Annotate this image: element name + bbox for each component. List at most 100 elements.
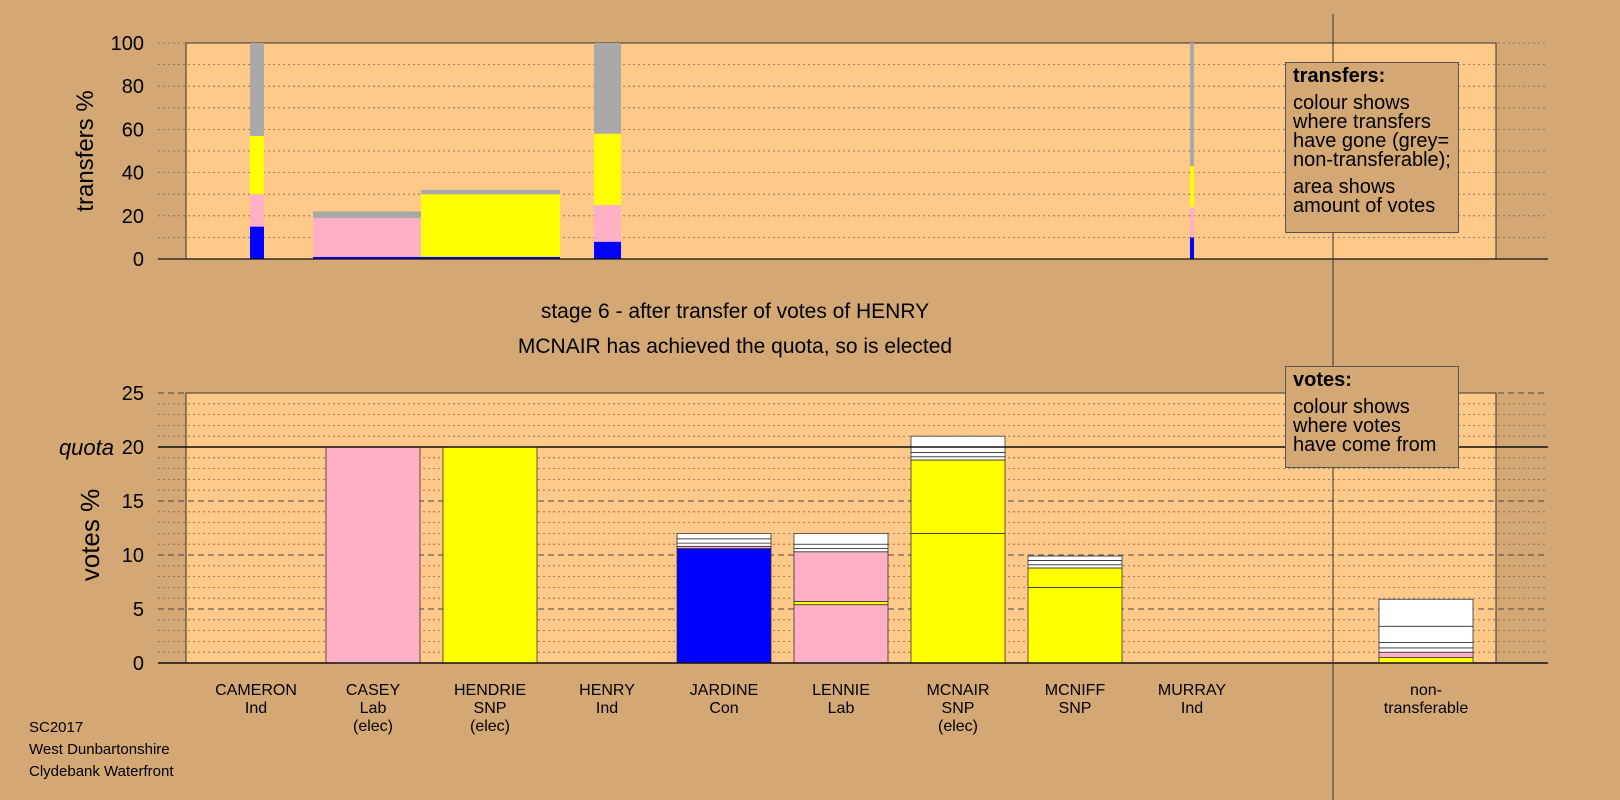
transfers-legend-line: area shows: [1293, 176, 1396, 198]
vote-segment: [793, 604, 889, 664]
y-tick-label: 5: [133, 599, 144, 621]
vote-segment: [1378, 598, 1474, 627]
transfers-axis-label: transfers %: [72, 90, 99, 211]
footer-ward: Clydebank Waterfront: [29, 763, 174, 780]
candidate-name: MURRAY: [1157, 682, 1227, 699]
vote-segment: [676, 533, 772, 540]
votes-legend-title: votes:: [1293, 369, 1352, 391]
vote-segment: [793, 601, 889, 606]
vote-segment: [1027, 587, 1123, 664]
vote-segment: [1027, 567, 1123, 588]
transfer-segment: [594, 43, 621, 134]
footer-council: West Dunbartonshire: [29, 741, 170, 758]
vote-segment: [910, 533, 1006, 664]
y-tick-label: 20: [122, 437, 144, 459]
candidate-label: HENRY Ind: [547, 682, 667, 718]
votes-legend-line: have come from: [1293, 434, 1437, 456]
candidate-label: JARDINE Con: [664, 682, 784, 718]
footer-election: SC2017: [29, 719, 84, 736]
candidate-name: LENNIE: [812, 682, 870, 699]
vote-segment: [442, 446, 538, 664]
transfers-legend-line: have gone (grey=: [1293, 130, 1450, 152]
candidate-name: MCNIFF: [1044, 682, 1106, 699]
candidate-party: Ind: [244, 700, 268, 717]
y-tick-label: 10: [122, 545, 144, 567]
transfer-segment: [594, 241, 621, 259]
transfer-segment: [1190, 43, 1194, 167]
votes-legend-line: colour shows: [1293, 396, 1410, 418]
candidate-party: transferable: [1383, 700, 1469, 717]
candidate-label: MURRAY Ind: [1132, 682, 1252, 718]
candidate-status: (elec): [937, 718, 978, 735]
y-tick-label: 100: [111, 33, 144, 55]
candidate-status: (elec): [469, 718, 510, 735]
candidate-label: non- transferable: [1366, 682, 1486, 718]
transfer-segment: [313, 211, 421, 218]
vote-segment: [910, 435, 1006, 453]
y-tick-label: 80: [122, 76, 144, 98]
candidate-name: MCNAIR: [926, 682, 990, 699]
y-tick-label: 25: [122, 383, 144, 405]
transfer-segment: [313, 217, 421, 257]
vote-segment: [1378, 651, 1474, 659]
candidate-party: Con: [709, 700, 739, 717]
vote-segment: [793, 533, 889, 545]
vote-segment: [793, 543, 889, 549]
transfer-segment: [1190, 166, 1194, 208]
y-tick-label: 60: [122, 119, 144, 141]
vote-segment: [910, 459, 1006, 534]
vote-segment: [1378, 657, 1474, 664]
candidate-label: HENDRIE SNP (elec): [430, 682, 550, 736]
stage-result: MCNAIR has achieved the quota, so is ele…: [517, 335, 953, 358]
transfer-segment: [594, 205, 621, 242]
transfers-legend: transfers: colour shows where transfers …: [1285, 62, 1459, 233]
vote-segment: [1378, 625, 1474, 643]
transfers-legend-line: amount of votes: [1293, 195, 1436, 217]
candidate-label: MCNIFF SNP: [1015, 682, 1135, 718]
y-tick-label: 0: [133, 653, 144, 675]
transfer-segment: [313, 256, 421, 259]
vote-segment: [676, 548, 772, 664]
transfer-segment: [421, 189, 560, 195]
vote-segment: [910, 451, 1006, 458]
votes-legend-line: where votes: [1293, 415, 1401, 437]
candidate-party: Lab: [827, 700, 855, 717]
transfers-legend-line: where transfers: [1293, 111, 1431, 133]
candidate-party: SNP: [1058, 700, 1092, 717]
candidate-label: CAMERON Ind: [196, 682, 316, 718]
transfer-segment: [421, 256, 560, 259]
y-tick-label: 40: [122, 163, 144, 185]
vote-segment: [325, 446, 421, 664]
transfer-segment: [1190, 237, 1194, 259]
vote-segment: [910, 456, 1006, 461]
transfer-segment: [421, 194, 560, 257]
y-tick-label: 0: [133, 249, 144, 271]
vote-segment: [793, 548, 889, 553]
vote-segment: [1027, 560, 1123, 566]
transfers-legend-line: non-transferable);: [1293, 149, 1451, 171]
transfers-legend-title: transfers:: [1293, 65, 1386, 87]
transfer-segment: [250, 135, 264, 195]
transfer-segment: [594, 133, 621, 205]
y-tick-label: 20: [122, 206, 144, 228]
vote-segment: [676, 542, 772, 547]
vote-segment: [676, 538, 772, 544]
quota-label: quota: [59, 435, 114, 460]
transfer-segment: [250, 226, 264, 259]
candidate-party: SNP: [473, 700, 507, 717]
candidate-party: SNP: [941, 700, 975, 717]
candidate-status: (elec): [352, 718, 393, 735]
candidate-name: CAMERON: [215, 682, 297, 699]
candidate-name: HENDRIE: [453, 682, 526, 699]
vote-segment: [1378, 642, 1474, 649]
votes-axis-label: votes %: [75, 489, 105, 582]
candidate-name: HENRY: [579, 682, 635, 699]
votes-legend: votes: colour shows where votes have com…: [1285, 366, 1459, 468]
candidate-party: Ind: [595, 700, 619, 717]
candidate-name: CASEY: [345, 682, 401, 699]
candidate-label: MCNAIR SNP (elec): [898, 682, 1018, 736]
transfer-segment: [250, 194, 264, 227]
vote-segment: [1027, 564, 1123, 569]
vote-segment: [1378, 647, 1474, 653]
transfer-segment: [250, 43, 264, 136]
